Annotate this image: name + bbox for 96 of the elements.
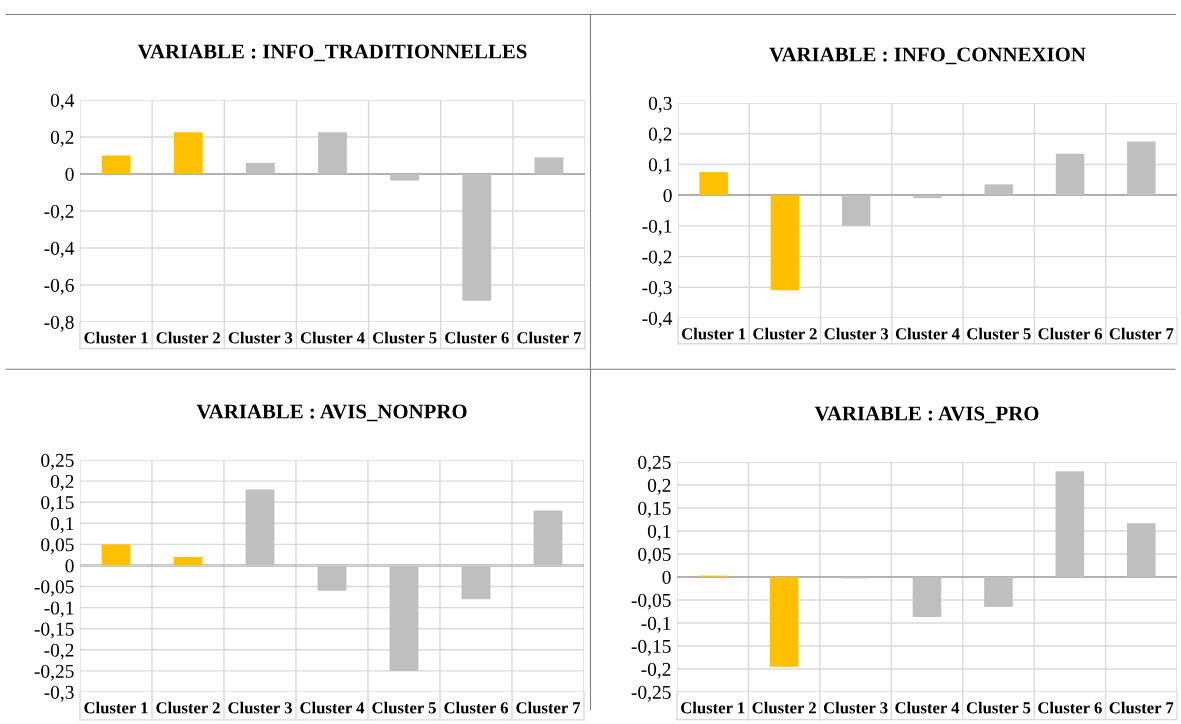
- bar: [101, 544, 131, 566]
- x-tick-label: Cluster 5: [966, 701, 1031, 714]
- bar: [534, 157, 564, 174]
- x-tick-label: Cluster 7: [516, 701, 581, 714]
- y-tick-label: 0: [65, 167, 74, 181]
- x-tick-label: Cluster 3: [824, 327, 889, 340]
- bar: [101, 155, 131, 174]
- chart-title: VARIABLE : INFO_CONNEXION: [769, 47, 1086, 65]
- bar: [245, 162, 275, 174]
- y-tick-label: 0,2: [647, 478, 671, 495]
- y-tick-label: 0,15: [41, 496, 74, 512]
- y-tick-label: 0,05: [638, 547, 671, 564]
- bar: [533, 510, 563, 566]
- bar: [390, 174, 420, 181]
- bar: [318, 132, 347, 174]
- bar: [769, 577, 799, 667]
- y-tick-label: -0,15: [34, 622, 74, 639]
- y-tick-label: -0,2: [642, 250, 672, 267]
- x-tick-label: Cluster 5: [372, 331, 437, 344]
- bar: [1055, 471, 1085, 577]
- bar: [461, 565, 491, 600]
- bar: [1127, 141, 1156, 196]
- y-tick-label: 0,2: [50, 130, 74, 147]
- bar: [912, 577, 942, 618]
- y-tick-label: 0,05: [41, 538, 74, 555]
- y-tick-label: -0,8: [44, 315, 74, 332]
- y-tick-label: 0: [662, 570, 671, 584]
- y-tick-label: -0,3: [642, 281, 672, 298]
- bar: [173, 557, 203, 566]
- y-tick-label: 0,15: [638, 501, 671, 518]
- x-tick-label: Cluster 7: [1109, 701, 1174, 714]
- chart-title: VARIABLE : INFO_TRADITIONNELLES: [137, 44, 527, 62]
- y-tick-label: -0,25: [631, 685, 671, 702]
- y-tick-label: -0,2: [44, 643, 74, 660]
- y-tick-label: 0,2: [648, 127, 672, 144]
- bar: [841, 195, 871, 226]
- x-tick-label: Cluster 2: [753, 327, 817, 340]
- bar: [462, 174, 492, 301]
- x-tick-label: Cluster 4: [895, 327, 960, 340]
- x-tick-label: Cluster 5: [967, 327, 1031, 340]
- y-tick-label: -0,2: [44, 204, 74, 221]
- x-tick-label: Cluster 6: [1038, 701, 1102, 714]
- x-tick-label: Cluster 6: [445, 331, 509, 344]
- x-tick-label: Cluster 1: [681, 701, 745, 714]
- y-tick-label: 0,2: [50, 474, 74, 491]
- y-tick-label: 0,25: [638, 455, 671, 472]
- y-tick-label: -0,15: [631, 639, 671, 656]
- y-tick-label: -0,2: [641, 662, 671, 679]
- y-tick-label: 0,3: [648, 96, 672, 113]
- x-tick-label: Cluster 2: [752, 701, 816, 714]
- x-tick-label: Cluster 1: [84, 701, 148, 714]
- y-tick-label: 0,1: [647, 524, 671, 541]
- y-tick-label: 0: [65, 559, 74, 573]
- x-tick-label: Cluster 2: [156, 701, 220, 714]
- y-tick-label: -0,1: [641, 616, 671, 633]
- x-tick-label: Cluster 1: [84, 331, 148, 344]
- x-tick-label: Cluster 1: [681, 327, 746, 340]
- y-tick-label: -0,6: [44, 278, 74, 295]
- x-tick-label: Cluster 3: [228, 331, 293, 344]
- chart-title: VARIABLE : AVIS_NONPRO: [196, 404, 467, 422]
- x-tick-label: Cluster 6: [1038, 327, 1103, 340]
- bar: [1127, 523, 1156, 577]
- x-tick-label: Cluster 4: [895, 701, 960, 714]
- bar: [770, 195, 800, 291]
- x-tick-label: Cluster 4: [300, 331, 365, 344]
- bar: [173, 132, 203, 174]
- x-tick-label: Cluster 5: [372, 701, 436, 714]
- bar: [389, 565, 419, 671]
- y-tick-label: -0,3: [44, 685, 74, 702]
- y-tick-label: -0,4: [44, 241, 75, 258]
- y-tick-label: 0,1: [50, 517, 74, 534]
- y-tick-label: -0,05: [631, 593, 671, 610]
- bar: [984, 184, 1014, 196]
- y-tick-label: -0,1: [642, 219, 672, 236]
- y-tick-label: -0,4: [642, 311, 673, 328]
- bar: [699, 172, 728, 196]
- bar: [913, 195, 942, 199]
- chart-title: VARIABLE : AVIS_PRO: [814, 406, 1039, 424]
- x-tick-label: Cluster 4: [300, 701, 365, 714]
- y-tick-label: 0,25: [41, 453, 74, 470]
- y-tick-label: 0: [663, 188, 672, 203]
- y-tick-label: 0,4: [50, 93, 75, 110]
- y-tick-label: 0,1: [648, 158, 672, 175]
- x-tick-label: Cluster 3: [228, 701, 292, 714]
- y-tick-label: -0,25: [34, 664, 74, 681]
- x-tick-label: Cluster 7: [517, 331, 582, 344]
- bar: [984, 577, 1013, 607]
- x-tick-label: Cluster 2: [156, 331, 220, 344]
- y-tick-label: -0,1: [44, 601, 74, 618]
- bar: [1055, 153, 1085, 196]
- x-tick-label: Cluster 3: [823, 701, 888, 714]
- bar: [317, 565, 347, 591]
- y-tick-label: -0,05: [34, 580, 74, 597]
- bar: [245, 489, 275, 566]
- x-tick-label: Cluster 6: [444, 701, 508, 714]
- x-tick-label: Cluster 7: [1109, 327, 1174, 340]
